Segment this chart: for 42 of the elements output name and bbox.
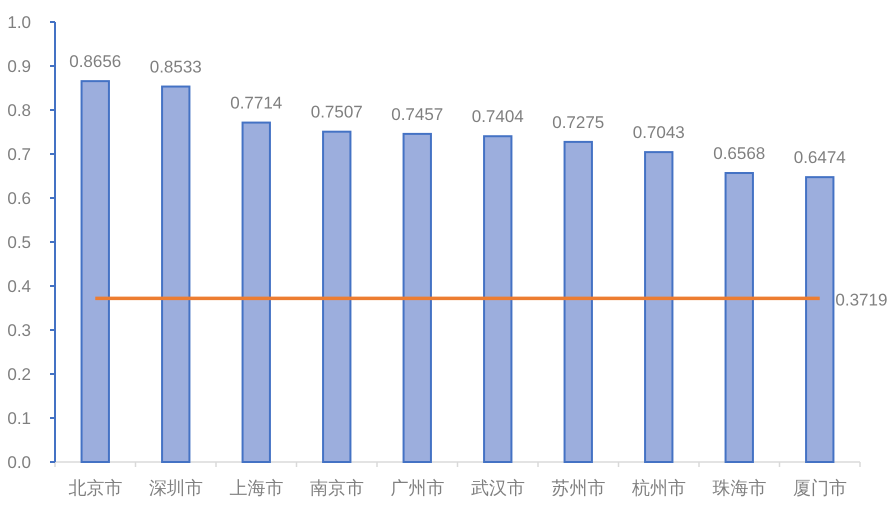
bar xyxy=(805,176,834,463)
data-label: 0.7457 xyxy=(391,104,444,124)
bar xyxy=(564,140,593,463)
x-tick-label: 深圳市 xyxy=(148,478,203,498)
y-tick-label: 0.5 xyxy=(7,233,31,252)
y-tick-label: 0.9 xyxy=(7,57,31,76)
bar xyxy=(483,135,512,463)
y-tick-label: 0.7 xyxy=(7,145,31,164)
bar xyxy=(161,86,190,463)
data-label: 0.3719 xyxy=(835,290,888,310)
x-tick-label: 珠海市 xyxy=(712,478,766,498)
data-label: 0.7507 xyxy=(310,102,363,122)
x-tick-label: 上海市 xyxy=(229,478,284,498)
x-tick-label: 武汉市 xyxy=(470,478,525,498)
bar xyxy=(402,132,432,463)
x-tick-label: 广州市 xyxy=(390,478,444,498)
bar xyxy=(242,122,271,463)
y-tick-label: 0.1 xyxy=(7,409,31,428)
x-tick-label: 苏州市 xyxy=(551,478,606,498)
y-tick-label: 1.0 xyxy=(7,13,31,32)
x-tick-label: 南京市 xyxy=(310,478,364,498)
data-label: 0.6568 xyxy=(713,144,766,164)
bar xyxy=(80,80,110,463)
x-tick-label: 厦门市 xyxy=(792,478,847,498)
data-label: 0.7275 xyxy=(552,112,604,132)
data-label: 0.6474 xyxy=(794,148,846,168)
bar xyxy=(724,172,754,463)
y-tick-label: 0.6 xyxy=(7,189,31,208)
data-label: 0.7404 xyxy=(472,107,524,126)
data-label: 0.8533 xyxy=(150,58,202,77)
data-label: 0.8656 xyxy=(69,52,122,72)
bar xyxy=(322,130,352,463)
x-tick-label: 杭州市 xyxy=(630,478,686,498)
y-tick-label: 0.3 xyxy=(7,321,31,340)
y-tick-label: 0.8 xyxy=(7,101,31,120)
x-tick-label: 北京市 xyxy=(68,478,122,498)
y-tick-label: 0.2 xyxy=(7,365,31,384)
data-label: 0.7714 xyxy=(230,94,282,113)
bar xyxy=(644,151,674,463)
data-label: 0.7043 xyxy=(632,123,685,142)
y-tick-label: 0.4 xyxy=(7,277,31,296)
y-tick-label: 0.0 xyxy=(7,453,31,472)
